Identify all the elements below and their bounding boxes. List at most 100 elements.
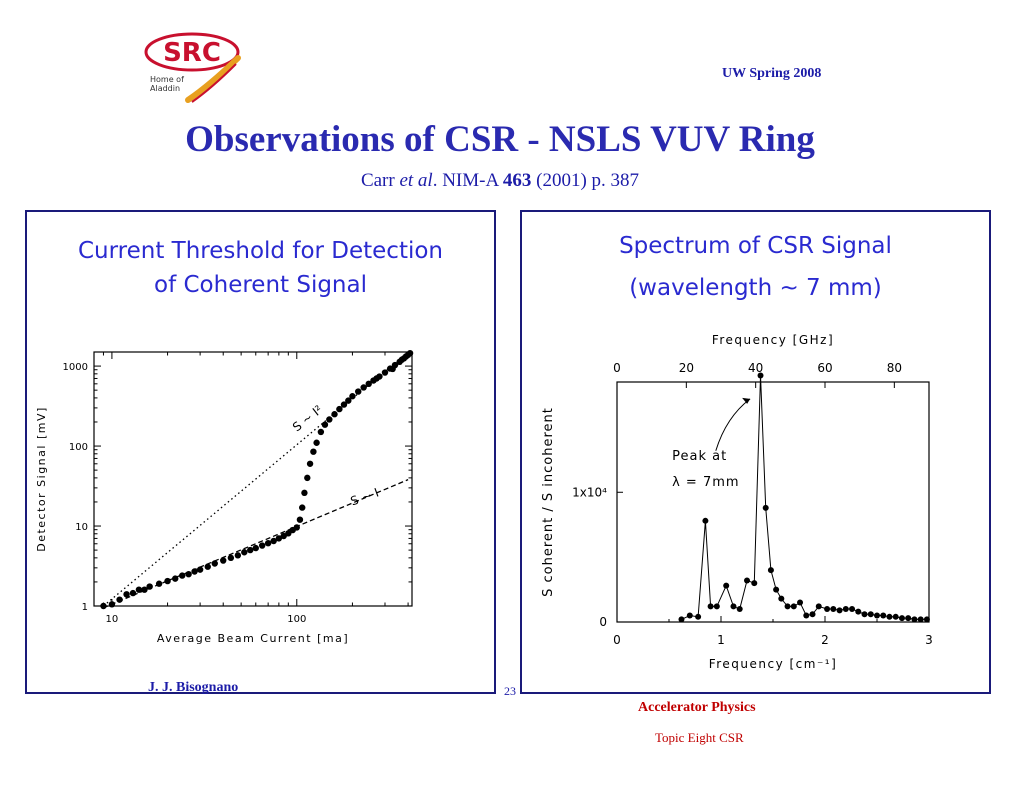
- left-panel-title-2: of Coherent Signal: [154, 272, 367, 298]
- data-point: [285, 530, 292, 537]
- reference-line-linear: [103, 479, 409, 609]
- y-tick-label: 1x10⁴: [572, 485, 607, 499]
- data-point: [275, 535, 283, 542]
- top-tick-label: 40: [748, 361, 763, 375]
- left-panel: Current Threshold for Detection of Coher…: [25, 210, 496, 694]
- data-point: [809, 611, 816, 618]
- data-point: [345, 397, 352, 404]
- data-point: [306, 460, 314, 467]
- data-point: [905, 615, 912, 622]
- data-point: [340, 401, 348, 408]
- data-point: [164, 577, 171, 585]
- y-axis-label: S coherent / S incoherent: [541, 407, 556, 597]
- data-point: [191, 568, 198, 575]
- data-point: [247, 546, 254, 554]
- data-point: [211, 560, 218, 567]
- spectrum-chart: 0 1 2 3 0 20 40 60 80 Frequency [GHz] 0 1x10⁴ Freque…: [541, 333, 933, 671]
- plot-frame: [616, 381, 930, 623]
- data-point: [730, 603, 737, 610]
- data-point: [326, 416, 333, 423]
- y-tick-label: 10: [75, 522, 88, 533]
- threshold-chart: 10 100 1 10 100 1000 Average Beam Current [ma]…: [35, 349, 414, 645]
- peak-arrowhead: [742, 397, 751, 404]
- data-point: [116, 596, 123, 603]
- data-point: [252, 544, 259, 552]
- x-tick-label: 2: [821, 633, 829, 647]
- data-point: [784, 603, 791, 610]
- data-point: [172, 575, 179, 582]
- data-point: [241, 549, 248, 556]
- x-tick-label: 100: [287, 614, 306, 625]
- data-point: [220, 557, 227, 564]
- data-point: [204, 563, 211, 570]
- data-point: [185, 570, 192, 578]
- data-point: [179, 572, 186, 579]
- data-point: [815, 603, 822, 610]
- plot-frame: [93, 351, 413, 607]
- citation-author: Carr: [360, 170, 400, 191]
- footer-topic: Topic Eight CSR: [655, 730, 744, 745]
- data-point: [736, 606, 743, 613]
- y-tick-label: 0: [599, 615, 607, 629]
- data-point: [797, 599, 804, 606]
- x-axis-label: Frequency [cm⁻¹]: [709, 657, 838, 671]
- data-point: [402, 353, 410, 360]
- data-point: [917, 616, 924, 623]
- page-number: 23: [504, 684, 516, 698]
- data-point: [855, 608, 862, 615]
- data-point: [836, 607, 843, 614]
- data-point: [123, 591, 130, 598]
- left-panel-title-1: Current Threshold for Detection: [77, 238, 444, 264]
- data-point: [830, 606, 837, 613]
- peak-arrow: [715, 398, 751, 451]
- data-point: [898, 615, 905, 622]
- data-point: [108, 601, 116, 608]
- top-tick-label: 20: [679, 361, 694, 375]
- top-tick-label: 80: [887, 361, 902, 375]
- data-point: [751, 580, 758, 587]
- data-point: [874, 612, 880, 619]
- data-point: [234, 552, 242, 559]
- data-point: [923, 616, 930, 623]
- right-panel-title-2: (wavelength ~ 7 mm): [629, 275, 882, 301]
- data-point: [686, 612, 693, 619]
- data-point: [911, 616, 918, 623]
- data-point: [355, 388, 362, 395]
- footer-author: J. J. Bisognano: [148, 680, 239, 695]
- data-point: [778, 595, 785, 602]
- data-point: [678, 616, 685, 623]
- y-tick-label: 1: [82, 602, 88, 613]
- annotation-s-i: S ~ I: [349, 485, 381, 508]
- reference-line-quadratic: [103, 351, 409, 607]
- data-point: [321, 421, 329, 428]
- data-point: [258, 542, 266, 549]
- data-point: [803, 612, 810, 619]
- x-tick-label: 1: [717, 633, 725, 647]
- data-point: [773, 586, 780, 593]
- data-point: [373, 375, 380, 382]
- header-date: UW Spring 2008: [722, 66, 822, 81]
- data-point: [723, 582, 730, 589]
- y-tick-label: 100: [69, 442, 88, 453]
- data-point: [196, 566, 204, 573]
- citation-etal: et al: [399, 170, 433, 191]
- data-point: [762, 504, 769, 511]
- data-point: [767, 567, 774, 574]
- data-point: [861, 611, 868, 618]
- logo-subtitle-2: Aladdin: [150, 84, 180, 93]
- data-point: [360, 384, 367, 391]
- data-point: [317, 428, 325, 436]
- data-point: [331, 411, 338, 418]
- logo-text: SRC: [163, 38, 221, 68]
- citation: Carr et al. NIM-A 463 (2001) p. 387: [0, 170, 1000, 192]
- data-point: [227, 554, 235, 562]
- x-tick-label: 3: [925, 633, 933, 647]
- data-point: [293, 524, 300, 531]
- data-point: [141, 586, 148, 593]
- logo-subtitle-1: Home of: [150, 75, 184, 84]
- data-point: [707, 603, 714, 610]
- data-point: [146, 583, 153, 590]
- data-point: [713, 603, 720, 610]
- data-point: [880, 612, 887, 619]
- data-point: [824, 606, 831, 613]
